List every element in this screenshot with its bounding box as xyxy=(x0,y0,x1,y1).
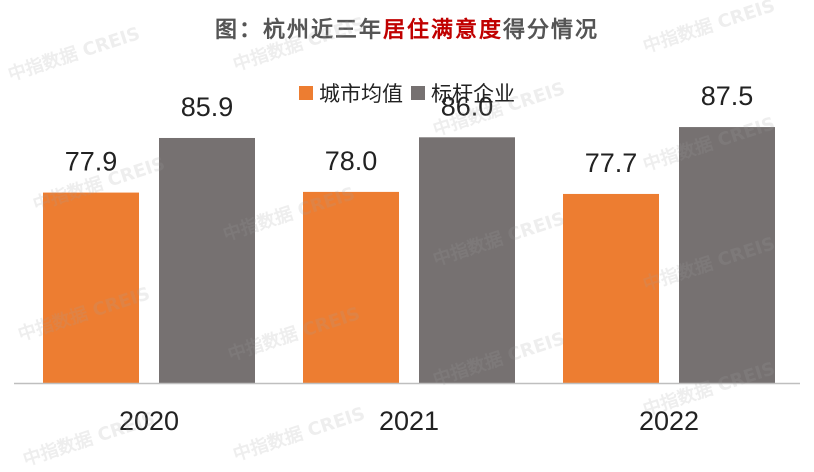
bar-benchmark-2020 xyxy=(159,137,255,383)
legend: 城市均值 标杆企业 xyxy=(0,78,814,108)
bar-chart: 77.9 85.9 2020 78.0 86.0 2021 77.7 87.5 2022 xyxy=(14,81,800,436)
legend-swatch-city-avg xyxy=(299,86,313,100)
legend-item-city-avg: 城市均值 xyxy=(299,78,403,108)
x-tick-label-2021: 2021 xyxy=(379,406,439,436)
bar-benchmark-2022 xyxy=(679,127,775,383)
data-label-benchmark-2021: 86.0 xyxy=(441,91,494,121)
title-suffix: 得分情况 xyxy=(503,18,600,43)
legend-label-city-avg: 城市均值 xyxy=(319,82,403,106)
legend-item-benchmark: 标杆企业 xyxy=(411,78,515,108)
bar-city-avg-2021 xyxy=(303,191,399,383)
data-label-city-avg-2021: 78.0 xyxy=(325,146,378,176)
chart-title: 图：杭州近三年居住满意度得分情况 xyxy=(0,12,814,44)
data-label-benchmark-2020: 85.9 xyxy=(181,92,234,122)
data-label-city-avg-2020: 77.9 xyxy=(65,147,118,177)
legend-label-benchmark: 标杆企业 xyxy=(431,82,515,106)
title-highlight: 居住满意度 xyxy=(382,18,503,43)
x-tick-label-2022: 2022 xyxy=(639,406,699,436)
data-label-benchmark-2022: 87.5 xyxy=(701,81,754,111)
legend-swatch-benchmark xyxy=(411,86,425,100)
bar-city-avg-2020 xyxy=(43,192,139,383)
data-label-city-avg-2022: 77.7 xyxy=(585,148,638,178)
x-tick-label-2020: 2020 xyxy=(119,406,179,436)
bar-benchmark-2021 xyxy=(419,137,515,383)
bar-city-avg-2022 xyxy=(563,193,659,383)
title-prefix: 图：杭州近三年 xyxy=(214,18,383,43)
